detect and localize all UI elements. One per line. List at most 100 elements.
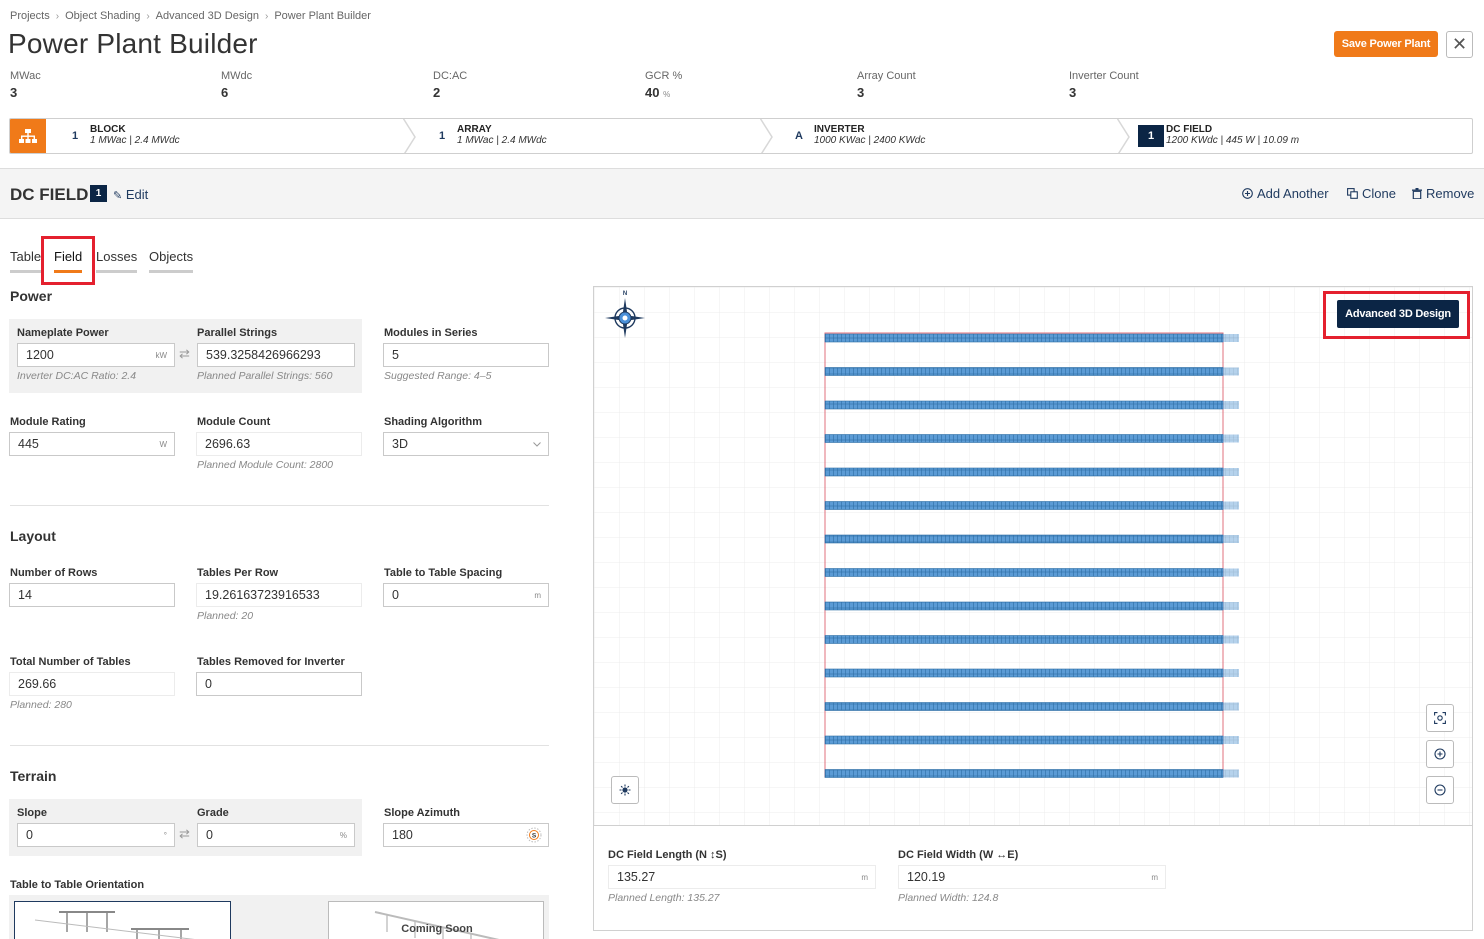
tab-losses[interactable]: Losses [96, 249, 138, 273]
panel-row-overflow [1223, 736, 1239, 744]
unit-label: W [159, 440, 167, 449]
nameplate-power-value: 1200 [26, 348, 54, 362]
breadcrumb-object-shading[interactable]: Object Shading [65, 10, 141, 22]
swap-arrows-icon: ⇄ [179, 346, 190, 361]
field-length-input[interactable]: 135.27 m [608, 865, 876, 889]
rows-input[interactable]: 14 [9, 583, 175, 607]
advanced-3d-design-button[interactable]: Advanced 3D Design [1337, 300, 1459, 328]
panel-row-overflow [1223, 334, 1239, 342]
grade-input[interactable]: 0 % [197, 823, 355, 847]
hierarchy-icon [19, 129, 37, 143]
total-tables-field: 269.66 [9, 672, 175, 696]
modules-series-hint: Suggested Range: 4–5 [384, 370, 492, 382]
table-spacing-input[interactable]: 0 m [383, 583, 549, 607]
panel-row [824, 568, 1224, 577]
stat-label: Inverter Count [1069, 70, 1139, 82]
chevron-divider-icon [760, 119, 773, 153]
step-subtitle: 1000 KWac | 2400 KWdc [814, 135, 926, 146]
close-icon[interactable]: ✕ [1446, 31, 1473, 58]
stat-value: 3 [10, 85, 18, 100]
tab-field[interactable]: Field [54, 249, 83, 273]
module-rating-input[interactable]: 445 W [9, 432, 175, 456]
power-heading: Power [10, 288, 53, 304]
modules-in-series-value: 5 [392, 348, 399, 362]
zoom-out-icon [1434, 784, 1446, 796]
unit-label: m [1151, 873, 1158, 882]
compass-icon[interactable]: N [605, 291, 645, 338]
zoom-in-button[interactable] [1426, 740, 1454, 768]
breadcrumb-advanced-3d[interactable]: Advanced 3D Design [155, 10, 259, 22]
stat-dcac: DC:AC 2 [433, 70, 467, 100]
edit-button[interactable]: ✎ Edit [113, 187, 148, 202]
slope-azimuth-input[interactable]: 180 S [383, 823, 549, 847]
tables-per-row-value: 19.26163723916533 [205, 588, 320, 602]
modules-in-series-label: Modules in Series [384, 327, 478, 339]
nameplate-power-input[interactable]: 1200 kW [17, 343, 175, 367]
add-another-button[interactable]: Add Another [1242, 186, 1329, 201]
focus-frame-icon [1434, 712, 1446, 724]
field-width-input[interactable]: 120.19 m [898, 865, 1166, 889]
step-inverter[interactable]: A INVERTER 1000 KWac | 2400 KWdc [778, 119, 1128, 153]
shading-algorithm-value: 3D [392, 437, 408, 451]
stat-unit: % [663, 90, 671, 99]
panel-row-overflow [1223, 535, 1239, 543]
step-block[interactable]: 1 BLOCK 1 MWac | 2.4 MWdc [54, 119, 409, 153]
tables-per-row-hint: Planned: 20 [197, 610, 254, 622]
sun-position-button[interactable] [611, 776, 639, 804]
save-power-plant-button[interactable]: Save Power Plant [1334, 31, 1438, 57]
fit-view-button[interactable] [1426, 704, 1454, 732]
unit-label: % [339, 831, 347, 840]
tables-removed-input[interactable]: 0 [196, 672, 362, 696]
shading-algorithm-select[interactable]: 3D [383, 432, 549, 456]
panel-row-overflow [1223, 468, 1239, 476]
compass-dial-icon: S [526, 827, 542, 843]
total-tables-hint: Planned: 280 [10, 699, 72, 711]
panel-row-overflow [1223, 367, 1239, 376]
tables-per-row-field: 19.26163723916533 [196, 583, 362, 607]
panel-row [824, 400, 1224, 410]
chevron-down-icon [533, 442, 541, 447]
tables-removed-label: Tables Removed for Inverter [197, 656, 345, 668]
stat-value: 6 [221, 85, 229, 100]
hierarchy-home-button[interactable] [10, 119, 46, 153]
rows-label: Number of Rows [10, 567, 98, 579]
table-spacing-value: 0 [392, 588, 399, 602]
chevron-divider-icon [403, 119, 416, 153]
tab-objects[interactable]: Objects [149, 249, 194, 273]
terrain-heading: Terrain [10, 768, 57, 784]
stat-value: 2 [433, 85, 441, 100]
module-count-field: 2696.63 [196, 432, 362, 456]
modules-in-series-input[interactable]: 5 [383, 343, 549, 367]
step-dc-field[interactable]: 1 DC FIELD 1200 KWdc | 445 W | 10.09 m [1130, 119, 1470, 153]
parallel-strings-input[interactable]: 539.3258426966293 [197, 343, 355, 367]
breadcrumb-current: Power Plant Builder [274, 10, 371, 22]
clone-label: Clone [1362, 186, 1396, 201]
clone-button[interactable]: Clone [1347, 186, 1396, 201]
panel-row [824, 467, 1224, 477]
table-orientation-illustration [34, 911, 195, 939]
tab-table[interactable]: Table [10, 249, 42, 273]
module-rating-value: 445 [18, 437, 39, 451]
swap-arrows-icon: ⇄ [179, 826, 190, 841]
highlight-frame-field-tab [41, 236, 95, 285]
breadcrumb-projects[interactable]: Projects [10, 10, 50, 22]
field-map[interactable]: N [593, 286, 1473, 826]
divider [10, 745, 549, 746]
field-map-canvas[interactable]: N [594, 287, 1472, 825]
unit-label: m [534, 591, 541, 600]
orientation-option-selected[interactable] [14, 901, 231, 939]
field-width-value: 120.19 [907, 870, 946, 884]
module-count-value: 2696.63 [205, 437, 251, 451]
remove-label: Remove [1426, 186, 1475, 201]
step-array[interactable]: 1 ARRAY 1 MWac | 2.4 MWdc [421, 119, 771, 153]
copy-icon [1347, 188, 1358, 199]
total-tables-value: 269.66 [18, 677, 57, 691]
parallel-strings-label: Parallel Strings [197, 327, 278, 339]
slope-input[interactable]: 0 ° [17, 823, 175, 847]
step-title: DC FIELD [1166, 124, 1213, 135]
zoom-out-button[interactable] [1426, 776, 1454, 804]
pencil-icon: ✎ [113, 190, 123, 202]
panel-row [824, 534, 1224, 544]
remove-button[interactable]: Remove [1412, 186, 1474, 201]
step-subtitle: 1 MWac | 2.4 MWdc [457, 135, 547, 146]
